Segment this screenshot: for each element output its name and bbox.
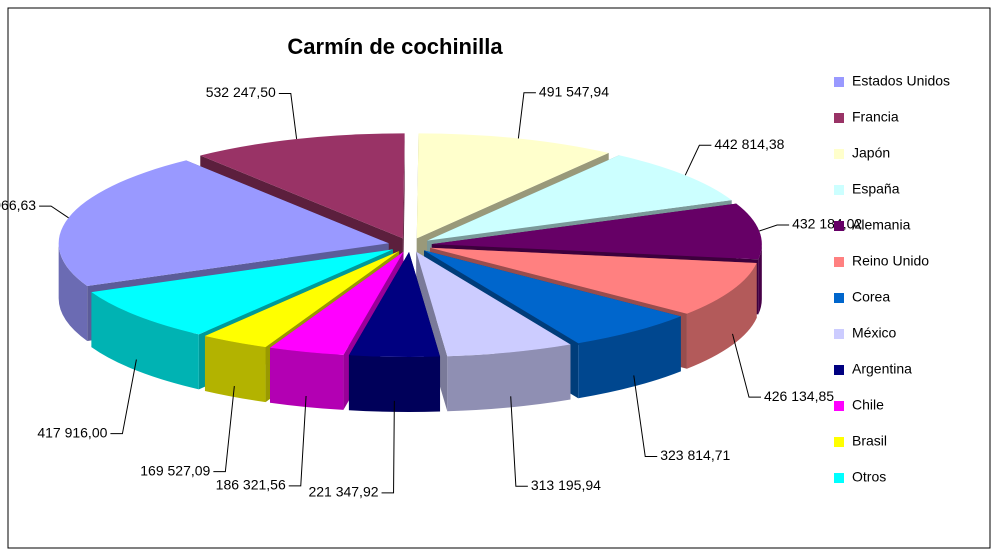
data-label: 442 814,38 [714,136,784,152]
slice [416,251,571,412]
legend-label: Reino Unido [852,253,929,269]
legend-swatch [834,257,844,267]
leader-line [381,400,395,494]
legend-label: Chile [852,397,884,413]
slice-top [427,155,732,241]
slice-top [91,249,393,335]
slice-top [58,160,389,287]
slice-side [758,244,762,315]
data-label: 417 916,00 [37,424,107,440]
legend-swatch [834,293,844,303]
legend-swatch [834,365,844,375]
leader-line [510,396,528,487]
slice-side [270,347,344,410]
legend-swatch [834,473,844,483]
chart-title: Carmín de cochinilla [287,34,503,59]
slice-side [686,263,757,369]
slice-side [447,344,571,412]
legend-label: Estados Unidos [852,73,950,89]
legend-label: Otros [852,469,886,485]
leader-line [213,386,235,473]
slice-top [423,250,681,344]
legend-swatch [834,77,844,87]
data-label: 169 527,09 [140,462,210,478]
data-label: 432 184,02 [792,216,862,232]
legend-label: Argentina [852,361,912,377]
slice-top [270,251,404,355]
leader-line [278,93,298,140]
leader-line [517,92,536,139]
data-label: 323 814,71 [660,447,730,463]
leader-line [684,144,712,176]
legend-label: México [852,325,897,341]
leader-line [39,205,69,219]
slice-top [430,247,757,314]
data-label: 221 347,92 [308,484,378,500]
legend-label: Francia [852,109,899,125]
slice-top [416,251,571,357]
leader-line [732,333,761,398]
data-label: 186 321,56 [216,477,286,493]
slice-top [431,203,762,260]
leader-line [288,395,307,487]
data-label: 1 060 966,63 [0,197,36,213]
slice-side [204,335,266,403]
data-label: 426 134,85 [764,388,834,404]
legend-swatch [834,185,844,195]
legend-label: Brasil [852,433,887,449]
leader-line [110,359,137,435]
legend-label: España [852,181,900,197]
slice-top [200,133,405,239]
legend-label: Japón [852,145,890,161]
slice-top [348,251,441,357]
slice-side [91,292,199,390]
slice-side [58,243,88,342]
data-label: 491 547,94 [539,83,609,99]
legend-label: Alemania [852,217,911,233]
slice-top [204,251,400,348]
legend-swatch [834,437,844,447]
legend-swatch [834,221,844,231]
slice-top [416,133,609,239]
leader-line [633,375,658,458]
legend-swatch [834,329,844,339]
slice [348,251,441,412]
legend-swatch [834,113,844,123]
data-label: 313 195,94 [531,477,601,493]
leader-line [759,224,790,232]
legend-swatch [834,149,844,159]
slice-side [348,355,441,412]
slice-side [578,316,681,399]
data-label: 532 247,50 [206,84,276,100]
legend-swatch [834,401,844,411]
legend-label: Corea [852,289,890,305]
